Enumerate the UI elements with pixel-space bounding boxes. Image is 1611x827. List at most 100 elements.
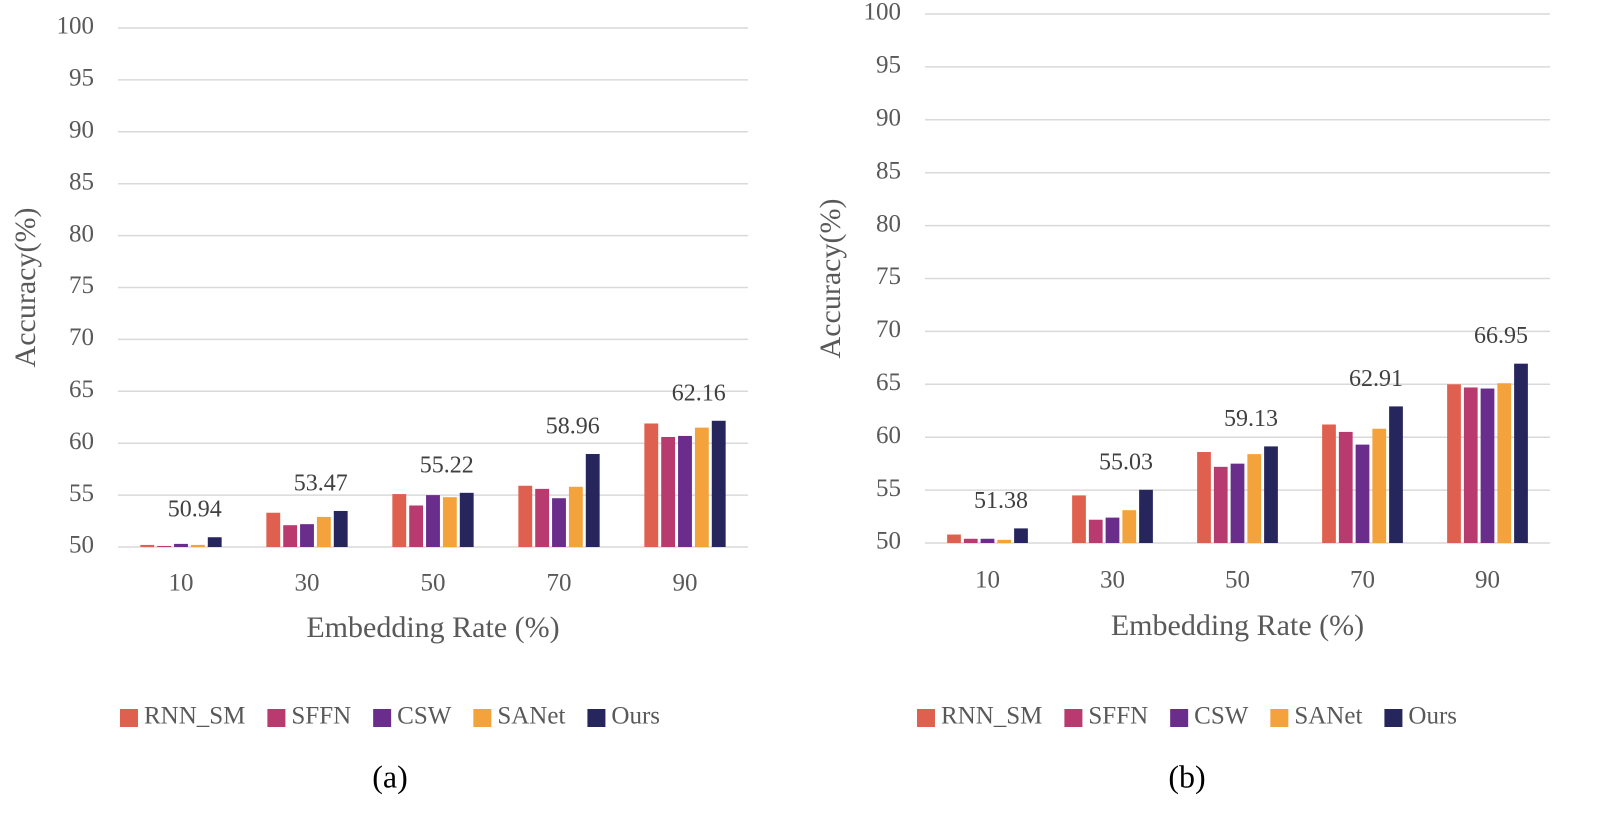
x-tick-label: 10 <box>169 570 194 597</box>
legend-swatch <box>916 709 935 727</box>
caption: (a) <box>372 758 408 794</box>
bar <box>409 505 424 547</box>
bar <box>1072 495 1086 543</box>
x-tick-label: 50 <box>421 570 446 597</box>
legend-label: CSW <box>397 703 452 730</box>
bar <box>1139 489 1153 543</box>
x-tick-label: 30 <box>295 570 320 597</box>
y-tick-label: 80 <box>876 210 901 237</box>
bar <box>1372 428 1387 543</box>
bar <box>1463 387 1478 543</box>
bar <box>174 543 188 547</box>
legend-label: Ours <box>611 703 660 730</box>
legend-label: SANet <box>1294 703 1362 730</box>
bar <box>1247 454 1262 543</box>
value-label: 62.16 <box>672 380 726 406</box>
x-tick-label: 90 <box>1475 567 1500 594</box>
bar <box>333 510 348 547</box>
value-label: 62.91 <box>1349 366 1403 392</box>
y-tick-label: 55 <box>69 480 94 507</box>
bar <box>1355 444 1370 543</box>
value-label: 55.22 <box>420 452 474 478</box>
y-tick-label: 60 <box>876 422 901 449</box>
legend: RNN_SM SFFN CSW SANet Ours <box>119 703 660 730</box>
bar <box>392 494 407 547</box>
y-tick-label: 65 <box>69 376 94 403</box>
bar <box>1338 431 1353 543</box>
value-label: 59.13 <box>1224 406 1278 432</box>
bar <box>442 497 457 547</box>
bar <box>947 534 961 543</box>
y-tick-label: 65 <box>876 369 901 396</box>
legend-label: RNN_SM <box>941 703 1042 730</box>
legend-swatch <box>1270 709 1289 727</box>
bar <box>1389 406 1403 543</box>
legend-swatch <box>1170 709 1189 727</box>
bar <box>1264 446 1278 543</box>
legend-label: SFFN <box>1088 703 1148 730</box>
x-tick-label: 30 <box>1100 567 1125 594</box>
bar <box>1088 519 1103 543</box>
y-tick-label: 100 <box>57 13 95 40</box>
bar <box>661 436 676 547</box>
bar <box>997 539 1012 543</box>
bar <box>207 537 222 547</box>
legend-label: RNN_SM <box>144 703 245 730</box>
value-label: 53.47 <box>294 470 348 496</box>
bar <box>266 512 281 547</box>
bar <box>1122 510 1137 543</box>
x-tick-label: 10 <box>975 567 1000 594</box>
x-axis-title: Embedding Rate (%) <box>1111 609 1364 642</box>
legend-swatch <box>1064 709 1083 727</box>
y-axis-title: Accuracy(%) <box>9 208 42 368</box>
bar <box>1105 517 1120 543</box>
x-axis-title: Embedding Rate (%) <box>306 611 559 644</box>
legend-swatch <box>473 709 492 727</box>
y-tick-label: 70 <box>69 324 94 351</box>
bar <box>283 525 298 547</box>
bar <box>426 495 440 547</box>
y-tick-label: 70 <box>876 316 901 343</box>
bar <box>1230 463 1245 543</box>
bar <box>518 485 533 547</box>
value-label: 58.96 <box>546 413 600 439</box>
bar <box>190 544 205 547</box>
bar <box>585 453 600 547</box>
bar <box>694 427 709 547</box>
value-label: 55.03 <box>1099 449 1153 475</box>
y-axis-title: Accuracy(%) <box>814 199 847 359</box>
bar <box>300 524 314 547</box>
bar <box>568 486 583 547</box>
legend-swatch <box>373 709 392 727</box>
legend-label: CSW <box>1194 703 1249 730</box>
y-tick-label: 90 <box>69 117 94 144</box>
chart: 50 55 60 65 70 75 80 85 90 95 100 10 50.94 30 53.47 50 5… <box>9 13 748 794</box>
legend: RNN_SM SFFN CSW SANet Ours <box>916 703 1457 730</box>
bar <box>1322 424 1336 543</box>
x-tick-label: 90 <box>673 570 698 597</box>
bar <box>1197 452 1211 543</box>
bar <box>1447 384 1461 543</box>
y-tick-label: 55 <box>876 475 901 502</box>
y-tick-label: 100 <box>864 0 902 26</box>
chart: 50 55 60 65 70 75 80 85 90 95 100 10 51.38 30 55.03 50 5… <box>814 0 1550 794</box>
y-tick-label: 80 <box>69 220 94 247</box>
y-tick-label: 50 <box>69 532 94 559</box>
bar <box>140 544 155 547</box>
x-tick-label: 50 <box>1225 567 1250 594</box>
bar <box>459 492 474 547</box>
bar <box>963 538 978 543</box>
bar <box>552 498 566 547</box>
bar <box>678 435 692 547</box>
legend-swatch <box>119 709 138 727</box>
legend-swatch <box>587 709 606 727</box>
y-tick-label: 60 <box>69 428 94 455</box>
y-tick-label: 85 <box>876 157 901 184</box>
x-tick-label: 70 <box>547 570 572 597</box>
legend-swatch <box>1384 709 1403 727</box>
bar <box>980 538 995 543</box>
bar <box>1213 466 1228 543</box>
y-tick-label: 75 <box>69 272 94 299</box>
y-tick-label: 50 <box>876 528 901 555</box>
bar <box>535 488 550 547</box>
